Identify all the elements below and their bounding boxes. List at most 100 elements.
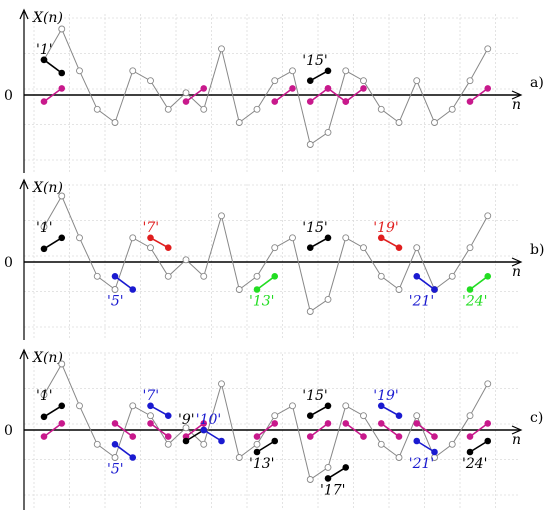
segment-point [324, 402, 332, 410]
signal-point [111, 454, 119, 461]
y-axis-label: X(n) [32, 350, 63, 366]
segment-point [129, 433, 137, 440]
segment-label: '7' [143, 388, 160, 404]
segment-point [164, 244, 172, 251]
segment-line [327, 87, 347, 103]
signal-point [147, 244, 154, 252]
segment-line [416, 275, 435, 291]
signal-point [360, 244, 367, 252]
segment-point [484, 437, 492, 445]
segment-point [147, 420, 154, 427]
segment-point [200, 426, 208, 434]
segment-line [309, 87, 329, 103]
signal-line [43, 194, 489, 313]
signal-point [218, 45, 225, 53]
y-axis-label: X(n) [32, 180, 63, 196]
segment-point [40, 433, 48, 440]
segment-line [256, 275, 276, 291]
segment-point [466, 286, 474, 293]
signal-point [342, 402, 350, 410]
x-axis-arrow [511, 257, 523, 267]
segment-line [203, 429, 222, 442]
segment-label: '7' [143, 220, 160, 236]
signal-point [342, 234, 350, 242]
segment-line [43, 422, 63, 438]
signal-point [253, 272, 261, 280]
signal-point [484, 45, 492, 53]
segment-line [309, 70, 329, 82]
segment-label: '24' [462, 456, 488, 472]
signal-point [306, 308, 314, 315]
segment-point [111, 273, 119, 280]
segment-line [150, 405, 169, 417]
segment-point [324, 475, 332, 482]
signal-point [377, 272, 385, 280]
signal-line [43, 27, 489, 146]
segment-line [380, 422, 400, 438]
signal-point [289, 402, 296, 410]
segment-lime: '13' [249, 273, 279, 310]
signal-point [164, 272, 172, 280]
signal-point [58, 360, 66, 368]
signal-point [147, 412, 154, 420]
segment-line [416, 422, 435, 438]
signal-point [182, 256, 190, 264]
signal-point [129, 67, 137, 75]
x-axis-label: n [512, 97, 521, 113]
segment-magenta [40, 420, 66, 440]
segment-magenta [271, 85, 296, 105]
signal-point [129, 402, 137, 410]
signal-point [289, 67, 296, 75]
signal-point [377, 105, 385, 113]
segment-point [413, 273, 421, 280]
signal-point [76, 67, 83, 75]
signal-point [76, 402, 83, 410]
signal-point [271, 77, 279, 85]
segment-label: '1' [36, 388, 53, 404]
segment-line [150, 422, 169, 438]
segment-point [306, 244, 314, 251]
signal-point [147, 77, 154, 85]
x-axis-label: n [512, 432, 521, 448]
x-axis-label: n [512, 264, 521, 280]
segment-line [185, 422, 205, 438]
segment-line [43, 237, 63, 250]
signal-point [484, 380, 492, 388]
segment-magenta [147, 420, 172, 440]
segment-black: '13' [249, 437, 279, 472]
segment-label: '13' [249, 294, 275, 310]
segment-point [466, 448, 474, 456]
segment-label: '19' [373, 388, 399, 404]
signal-point [413, 244, 421, 252]
signal-point [200, 105, 208, 113]
signal-point [235, 119, 243, 126]
x-axis-arrow [511, 425, 523, 435]
segment-label: '17' [320, 482, 346, 498]
signal-point [466, 412, 474, 420]
signal-point [93, 105, 101, 113]
segment-line [114, 422, 134, 438]
segment-point [58, 69, 66, 77]
segment-label: '21' [409, 294, 435, 310]
segment-point [377, 234, 385, 242]
signal-point [324, 295, 332, 303]
signal-point [235, 286, 243, 293]
segment-point [395, 433, 403, 440]
signal-point [395, 454, 403, 461]
segment-magenta [413, 420, 438, 440]
segment-black: '1' [36, 42, 66, 77]
segment-line [469, 87, 489, 103]
segment-blue: '21' [409, 437, 438, 472]
panel-label: c) [530, 410, 543, 426]
segment-point [342, 98, 350, 105]
segment-point [484, 85, 492, 92]
signal-point [218, 380, 225, 388]
segment-line [469, 275, 489, 291]
signal-point [253, 105, 261, 113]
segment-point [129, 454, 137, 461]
panel-c: X(n) n 0 c) '1' '5' '7' '9' '10' '13' '15' '17' '19'… [4, 348, 543, 510]
signal-point [164, 440, 172, 448]
segment-magenta [342, 420, 367, 440]
segment-point [58, 234, 66, 242]
segment-black: '15' [302, 220, 332, 251]
